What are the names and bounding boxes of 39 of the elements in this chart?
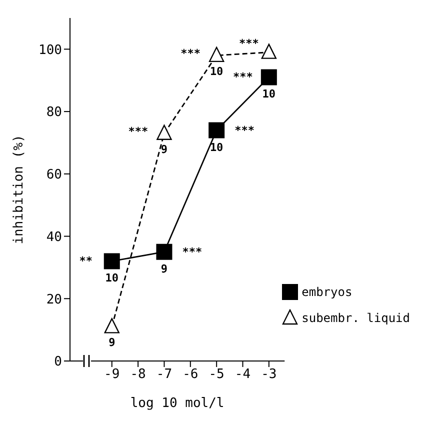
x-tick-label: -5 (208, 367, 224, 382)
annotation: 9 (160, 142, 168, 156)
annotation: *** (238, 36, 259, 50)
point (208, 122, 225, 138)
x-tick-label: -3 (261, 367, 277, 382)
x-tick-label: -4 (234, 367, 251, 382)
point (104, 253, 120, 270)
y-axis-title: inhibition (%) (12, 134, 27, 244)
x-axis-title: log 10 mol/l (130, 396, 224, 411)
point (104, 318, 120, 334)
point (156, 244, 172, 260)
y-tick-label: 40 (46, 230, 62, 245)
point (261, 44, 277, 59)
x-tick-label: -7 (156, 367, 172, 382)
annotation: 10 (210, 140, 224, 154)
x-tick-label: -9 (104, 367, 120, 382)
y-tick-label: 60 (46, 168, 62, 183)
annotation: *** (180, 46, 201, 60)
annotation: *** (232, 70, 253, 84)
x-tick-label: -8 (130, 367, 146, 382)
point (260, 69, 277, 86)
y-tick-label: 20 (46, 292, 62, 308)
point (156, 124, 172, 140)
annotation: 9 (160, 262, 168, 276)
annotation: 10 (105, 272, 119, 285)
y-tick-label: 100 (38, 42, 62, 58)
annotation: 10 (262, 88, 276, 101)
legend-label: subembr. liquid (302, 311, 410, 325)
y-tick-label: 0 (54, 354, 62, 370)
annotation: ** (79, 254, 93, 268)
point (208, 46, 224, 62)
y-tick-label: 80 (46, 105, 62, 120)
annotation: 10 (210, 64, 224, 78)
legend-label: embryos (302, 285, 352, 299)
annotation: *** (234, 124, 255, 137)
x-tick-label: -6 (182, 367, 198, 382)
annotation: *** (128, 124, 148, 138)
annotation: *** (182, 245, 202, 258)
annotation: 9 (108, 336, 116, 350)
